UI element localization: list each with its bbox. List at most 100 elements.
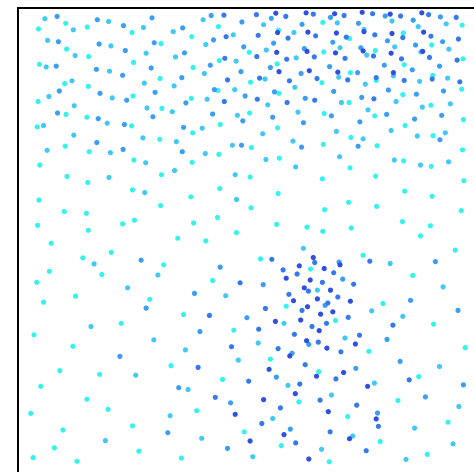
data-point	[429, 42, 435, 48]
data-point	[44, 147, 50, 153]
data-point	[191, 220, 197, 226]
data-point	[248, 144, 254, 151]
data-point	[338, 99, 344, 106]
data-point	[359, 9, 365, 15]
data-point	[140, 135, 146, 141]
data-point	[291, 331, 297, 337]
data-point	[147, 296, 153, 302]
data-point	[120, 23, 127, 29]
data-point	[212, 394, 218, 400]
data-point	[328, 392, 334, 398]
data-point	[393, 98, 399, 105]
data-point	[409, 67, 415, 73]
data-point	[460, 56, 466, 62]
data-point	[28, 410, 34, 416]
data-point	[301, 285, 307, 291]
data-point	[348, 134, 354, 140]
data-point	[224, 445, 231, 451]
data-point	[417, 162, 424, 168]
data-point	[321, 49, 327, 55]
data-point	[283, 303, 289, 309]
data-point	[436, 363, 443, 370]
data-point	[216, 151, 222, 157]
data-point	[401, 62, 407, 68]
data-point	[253, 12, 259, 18]
data-point	[337, 154, 343, 160]
data-point	[143, 50, 149, 56]
data-point	[426, 12, 432, 18]
data-point	[179, 149, 185, 155]
data-point	[297, 381, 303, 387]
data-point	[387, 11, 393, 17]
data-point	[303, 10, 309, 16]
data-point	[400, 313, 406, 319]
data-point	[53, 63, 59, 69]
data-point	[170, 29, 176, 35]
data-point	[299, 144, 305, 150]
data-point	[342, 55, 348, 61]
data-point	[331, 270, 337, 276]
data-point	[244, 315, 250, 321]
data-point	[91, 261, 97, 267]
data-point	[151, 337, 157, 343]
data-point	[412, 116, 418, 122]
data-point	[171, 83, 177, 89]
data-point	[367, 258, 373, 264]
data-point	[105, 406, 111, 412]
data-point	[106, 18, 112, 25]
data-point	[37, 162, 43, 168]
data-point	[195, 364, 201, 370]
data-point	[406, 377, 412, 383]
data-point	[442, 130, 448, 136]
data-point	[124, 97, 130, 103]
data-point	[181, 311, 187, 318]
data-point	[109, 95, 115, 101]
data-point	[337, 262, 343, 268]
data-point	[270, 415, 276, 422]
data-point	[261, 22, 267, 28]
data-point	[61, 208, 67, 215]
data-point	[235, 357, 241, 363]
data-point	[210, 37, 217, 43]
data-point	[310, 254, 316, 261]
data-point	[268, 15, 274, 21]
data-point	[206, 312, 212, 318]
data-point	[274, 221, 280, 227]
data-point	[345, 314, 351, 320]
data-point	[340, 276, 346, 282]
data-point	[267, 356, 273, 362]
data-point	[306, 68, 312, 74]
data-point	[151, 40, 157, 46]
data-point	[129, 423, 136, 429]
data-point	[273, 374, 279, 380]
data-point	[42, 16, 48, 22]
data-point	[255, 32, 261, 38]
data-point	[314, 287, 320, 293]
data-point	[283, 13, 289, 19]
data-point	[399, 219, 405, 225]
data-point	[440, 284, 446, 290]
data-point	[382, 13, 388, 19]
data-point	[400, 30, 406, 36]
data-point	[277, 405, 283, 411]
data-point	[328, 113, 334, 119]
data-point	[256, 326, 262, 332]
data-point	[318, 446, 325, 452]
data-point	[285, 382, 291, 388]
data-point	[35, 26, 42, 32]
data-point	[427, 223, 433, 229]
data-point	[259, 420, 265, 427]
data-point	[374, 410, 381, 416]
data-point	[298, 317, 304, 323]
data-point	[308, 266, 314, 272]
data-point	[181, 50, 188, 56]
data-point	[247, 174, 253, 180]
data-point	[419, 104, 425, 110]
data-point	[275, 190, 281, 197]
data-point	[361, 29, 367, 35]
data-point	[60, 427, 66, 433]
data-point	[179, 75, 185, 81]
data-point	[460, 382, 466, 388]
data-point	[362, 81, 368, 87]
data-point	[318, 311, 324, 317]
